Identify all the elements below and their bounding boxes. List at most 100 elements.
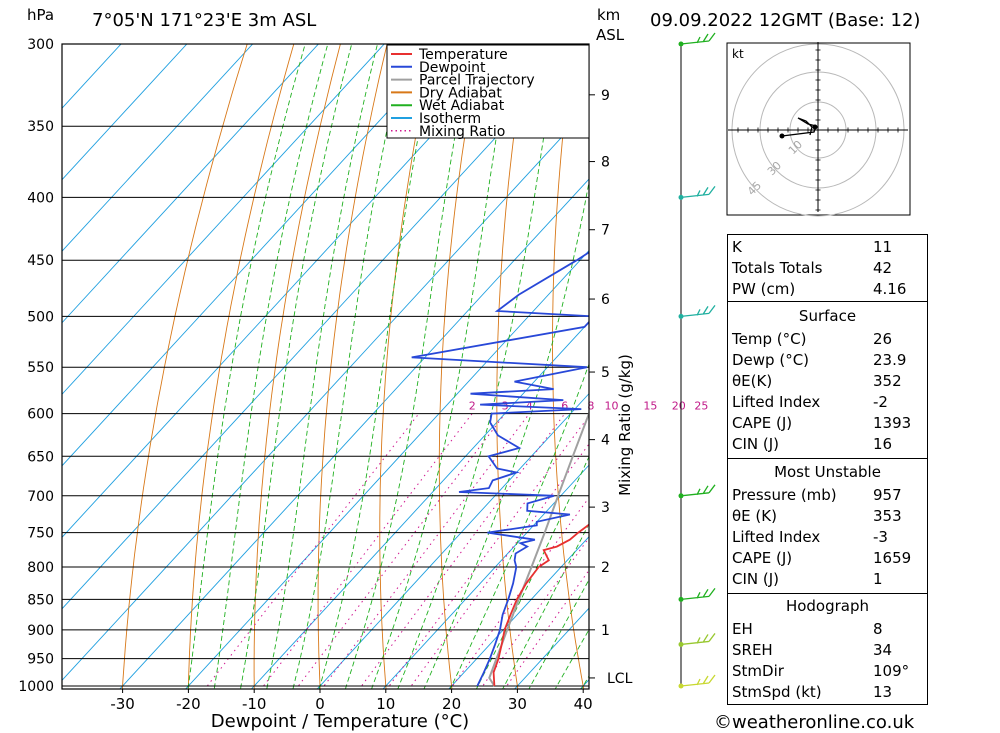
pressure-tick-label: 600 <box>27 407 54 423</box>
temperature-tick-label: -30 <box>110 695 135 713</box>
dry-adiabat-line <box>121 44 248 689</box>
wind-barb <box>680 32 716 45</box>
isotherm-lines <box>62 44 589 689</box>
mixing-ratio-line <box>386 415 589 689</box>
pressure-tick-label: 500 <box>27 309 54 325</box>
mixing-ratio-line <box>204 413 420 689</box>
hodograph-point <box>779 133 785 139</box>
mixing-ratio-label: 8 <box>587 400 594 413</box>
isotherm-line <box>62 44 517 538</box>
index-label: Dewp (°C) <box>732 350 810 369</box>
pressure-tick-label: 900 <box>27 623 54 639</box>
mixing-ratio-line <box>408 443 589 689</box>
km-tick-label: LCL <box>607 671 633 687</box>
legend-label: Parcel Trajectory <box>419 73 535 89</box>
index-value: -2 <box>873 392 888 411</box>
footer-credit[interactable]: ©weatheronline.co.uk <box>714 712 915 733</box>
km-tick-label: 2 <box>601 560 610 576</box>
wind-barb <box>680 186 716 199</box>
pressure-tick-label: 950 <box>27 652 54 668</box>
dry-adiabat-line <box>552 44 585 689</box>
mixing-ratio-line <box>358 413 566 689</box>
pressure-axis: 300 350 400 450 500 550 600 650 700 750 800 850 900 9… <box>18 37 54 695</box>
pressure-tick-label: 650 <box>27 449 54 465</box>
hodograph-indices-table: EH 8 SREH 34 StmDir 109° StmSpd (kt) 13 <box>728 618 927 702</box>
km-tick-label: 3 <box>601 500 610 516</box>
pressure-tick-label: 400 <box>27 190 54 206</box>
temperature-tick-label: -20 <box>176 695 201 713</box>
index-label: θE(K) <box>732 371 773 390</box>
table-row: CAPE (J) 1659 <box>728 547 927 568</box>
isotherm-line <box>382 464 589 689</box>
index-value: 1393 <box>873 413 912 432</box>
table-row: θE(K) 352 <box>728 370 927 391</box>
isobar-lines <box>62 43 589 687</box>
index-label: CAPE (J) <box>732 548 793 567</box>
table-row: PW (cm) 4.16 <box>728 278 927 299</box>
wind-barb <box>680 484 716 497</box>
x-axis-label: Dewpoint / Temperature (°C) <box>211 711 469 732</box>
surface-table: Temp (°C) 26 Dewp (°C) 23.9 θE(K) 352 Lifte… <box>728 328 927 454</box>
temperature-line <box>492 523 589 687</box>
index-value: 23.9 <box>873 350 907 369</box>
mixing-ratio-line <box>295 413 506 689</box>
temperature-tick-label: -10 <box>242 695 267 713</box>
isotherm-line <box>62 44 320 324</box>
table-row: K 11 <box>728 236 927 257</box>
mixing-ratio-label: 10 <box>605 400 619 413</box>
index-label: StmDir <box>732 661 784 680</box>
index-label: EH <box>732 619 753 638</box>
km-label: km <box>597 6 621 24</box>
index-value: 4.16 <box>873 279 907 298</box>
isotherm-line <box>62 44 254 252</box>
table-row: Dewp (°C) 23.9 <box>728 349 927 370</box>
index-value: 109° <box>873 661 910 680</box>
index-value: 26 <box>873 329 893 348</box>
km-tick-label: 8 <box>601 155 610 171</box>
wind-barb <box>680 674 716 687</box>
isotherm-line <box>62 44 385 395</box>
index-value: 11 <box>873 237 893 256</box>
indices-top-box: K 11 Totals Totals 42 PW (cm) 4.16 <box>727 234 928 302</box>
hodograph-indices-box: Hodograph EH 8 SREH 34 StmDir 109° StmSpd (… <box>727 593 928 705</box>
datetime-title: 09.09.2022 12GMT (Base: 12) <box>650 10 921 31</box>
isotherm-line <box>316 392 589 689</box>
hodograph-point <box>812 124 818 130</box>
km-tick-label: 4 <box>601 433 610 449</box>
parcel-trajectory-line <box>488 410 589 687</box>
table-row: StmSpd (kt) 13 <box>728 681 927 702</box>
index-label: CIN (J) <box>732 569 780 588</box>
wet-adiabat-line <box>240 44 353 689</box>
surface-title: Surface <box>798 307 857 325</box>
legend-box <box>386 44 590 139</box>
table-row: Temp (°C) 26 <box>728 328 927 349</box>
table-row: Lifted Index -3 <box>728 526 927 547</box>
index-label: SREH <box>732 640 773 659</box>
wet-adiabat-line <box>397 44 559 689</box>
temperature-tick-label: 30 <box>508 695 527 713</box>
pressure-tick-label: 750 <box>27 526 54 542</box>
isotherm-line <box>62 44 451 467</box>
table-row: EH 8 <box>728 618 927 639</box>
mixing-ratio-label: 6 <box>561 400 568 413</box>
pressure-tick-label: 800 <box>27 560 54 576</box>
isotherm-line <box>119 178 589 689</box>
hpa-label: hPa <box>27 6 55 24</box>
index-label: Temp (°C) <box>732 329 807 348</box>
km-tick-label: 7 <box>601 223 610 239</box>
index-label: PW (cm) <box>732 279 796 298</box>
index-value: 34 <box>873 640 893 659</box>
index-label: Lifted Index <box>732 527 821 546</box>
dry-adiabat-line <box>438 44 481 689</box>
pressure-tick-label: 450 <box>27 253 54 269</box>
table-row: StmDir 109° <box>728 660 927 681</box>
index-label: CAPE (J) <box>732 413 793 432</box>
legend-label: Dry Adiabat <box>419 85 502 101</box>
table-row: θE (K) 353 <box>728 505 927 526</box>
isotherm-line <box>62 44 583 610</box>
most-unstable-box: Most Unstable Pressure (mb) 957 θE (K) 353… <box>727 458 928 594</box>
wet-adiabat-line <box>213 44 329 689</box>
dry-adiabat-line <box>496 44 528 689</box>
